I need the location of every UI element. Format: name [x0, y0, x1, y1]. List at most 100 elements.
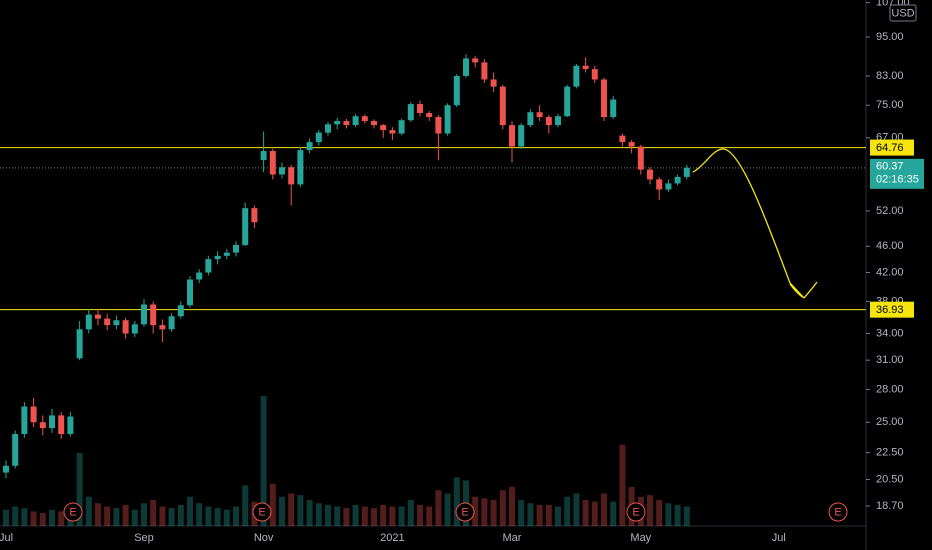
volume-bar — [499, 490, 506, 526]
volume-bar — [223, 509, 230, 526]
volume-bar — [555, 506, 561, 526]
earnings-marker — [626, 502, 646, 522]
candle-body — [490, 79, 497, 87]
volume-bar — [187, 496, 193, 526]
y-tick-label: 95.00 — [876, 31, 904, 43]
candle-body — [398, 120, 405, 134]
volume-bar — [647, 495, 653, 526]
volume-bar — [371, 508, 377, 526]
y-tick-label: 42.00 — [876, 266, 904, 278]
candle-body — [656, 179, 663, 190]
candle-body — [352, 116, 359, 126]
earnings-label: E — [632, 506, 639, 518]
drawn-arrow — [692, 148, 818, 299]
candle-body — [3, 465, 9, 473]
earnings-label: E — [461, 506, 468, 518]
volume-bar — [233, 506, 239, 526]
y-tick-label: 28.00 — [876, 383, 904, 395]
last-price-label: 60.37 — [876, 161, 904, 173]
volume-bar — [58, 511, 65, 526]
candle-body — [545, 117, 552, 126]
x-tick-label: 2021 — [380, 532, 404, 544]
volume-bar — [131, 509, 138, 526]
volume-bar — [122, 504, 129, 526]
volume-bar — [573, 493, 580, 526]
volume-bar — [214, 508, 221, 526]
volume-bar — [656, 500, 663, 526]
x-tick-label: May — [630, 532, 651, 544]
candle-body — [499, 86, 506, 126]
candle-body — [683, 167, 690, 177]
candle-body — [463, 58, 469, 76]
y-tick-label: 52.00 — [876, 205, 904, 217]
volume-bar — [591, 501, 598, 526]
volume-bar — [601, 493, 607, 526]
volume-bar — [334, 506, 341, 526]
candle-body — [637, 146, 644, 170]
volume-bar — [150, 500, 157, 526]
volume-bar — [85, 496, 92, 526]
candle-body — [509, 125, 515, 147]
earnings-label: E — [69, 506, 76, 518]
candle-body — [407, 104, 414, 121]
candle-body — [315, 132, 322, 143]
candle-body — [288, 167, 295, 185]
earnings-marker — [828, 502, 848, 522]
volume-bar — [39, 513, 46, 526]
y-tick-label: 34.00 — [876, 327, 904, 339]
candle-body — [647, 169, 653, 180]
y-tick-label: 31.00 — [876, 354, 904, 366]
candle-body — [435, 117, 442, 134]
x-tick-label: Jul — [0, 532, 13, 544]
candle-body — [619, 135, 626, 143]
candle-body — [141, 304, 147, 325]
volume-bar — [113, 508, 120, 526]
volume-bar — [426, 506, 433, 526]
volume-bar — [76, 452, 83, 526]
candle-body — [76, 329, 83, 359]
volume-bar — [159, 506, 166, 526]
candle-body — [417, 104, 423, 114]
candle-body — [269, 150, 276, 175]
candle-body — [334, 121, 341, 125]
candle-body — [481, 62, 488, 80]
candle-body — [113, 320, 120, 326]
candle-body — [601, 79, 607, 118]
y-tick-label: 22.50 — [876, 447, 904, 459]
candle-body — [21, 406, 28, 435]
volume-bar — [545, 504, 552, 526]
candle-body — [122, 320, 129, 334]
volume-bar — [325, 504, 331, 526]
volume-bar — [104, 506, 111, 526]
candle-body — [49, 415, 55, 429]
candle-body — [196, 272, 203, 280]
x-tick-label: Jul — [772, 532, 786, 544]
volume-bar — [481, 498, 488, 526]
hline-price-box — [870, 139, 914, 156]
countdown-label: 02:16:35 — [876, 174, 919, 186]
currency: USD — [891, 7, 914, 19]
volume-bar — [490, 500, 497, 526]
volume-bar — [30, 511, 37, 526]
volume-bar — [288, 493, 295, 526]
candle-body — [168, 316, 175, 330]
volume-bar — [177, 504, 184, 526]
volume-bar — [49, 509, 55, 526]
volume-bar — [306, 500, 313, 526]
candle-body — [343, 121, 350, 126]
candle-body — [527, 112, 534, 126]
currency-badge[interactable] — [889, 4, 917, 22]
volume-bar — [564, 496, 571, 526]
volume-bar — [196, 503, 203, 526]
candle-body — [426, 113, 433, 118]
volume-bar — [398, 506, 405, 526]
volume-bar — [619, 444, 626, 526]
candle-body — [279, 167, 285, 175]
volume-bar — [407, 500, 414, 526]
volume-bar — [472, 496, 479, 526]
candle-body — [610, 99, 617, 118]
candle-body — [674, 176, 681, 184]
earnings-marker — [455, 502, 475, 522]
volume-bar — [297, 495, 304, 526]
